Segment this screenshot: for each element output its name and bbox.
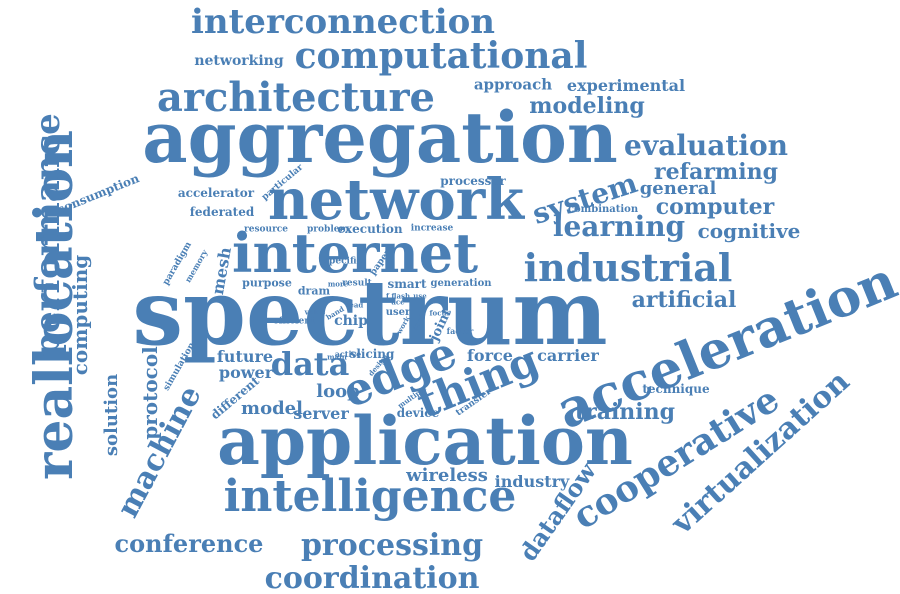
word-focus: focus <box>429 308 451 318</box>
word-wireless: wireless <box>406 465 488 486</box>
word-application: application <box>217 402 633 480</box>
word-learning: learning <box>552 210 686 243</box>
word-increase: increase <box>410 223 454 234</box>
word-use: use <box>413 291 427 301</box>
word-evaluation: evaluation <box>624 129 788 162</box>
word-aggregation: aggregation <box>142 96 618 179</box>
word-spectrum: spectrum <box>132 260 608 366</box>
word-combination: combination <box>567 204 639 215</box>
word-power: power <box>218 363 274 382</box>
word-execution: execution <box>337 222 403 236</box>
word-chip: chip <box>334 313 368 329</box>
word-force: force <box>467 346 513 365</box>
word-main: main <box>327 352 347 362</box>
word-result: result <box>342 278 372 289</box>
word-server: server <box>293 404 349 423</box>
word-networking: networking <box>194 53 284 69</box>
word-specific: specific <box>323 256 363 267</box>
word-experimental: experimental <box>566 76 686 95</box>
word-dram: dram <box>297 284 331 298</box>
word-processor: processor <box>440 174 506 188</box>
word-future: future <box>216 347 274 366</box>
word-generation: generation <box>430 278 492 289</box>
word-solution: solution <box>101 373 122 457</box>
word-cognitive: cognitive <box>697 219 801 243</box>
word-technique: technique <box>642 382 710 396</box>
word-user: user <box>385 307 411 318</box>
word-industry: industry <box>494 472 570 491</box>
word-industrial: industrial <box>523 245 733 290</box>
word-artificial: artificial <box>631 287 737 313</box>
word-purpose: purpose <box>242 276 292 290</box>
word-coordination: coordination <box>264 561 480 594</box>
word-resource: resource <box>243 224 289 235</box>
word-smart: smart <box>387 277 427 291</box>
word-efficient: efficient <box>273 316 315 327</box>
word-refarming: refarming <box>654 159 778 185</box>
word-modeling: modeling <box>529 93 645 119</box>
word-slicing: slicing <box>349 347 395 361</box>
word-lead: lead <box>346 300 364 310</box>
word-problem: problem <box>307 224 349 235</box>
word-more: more <box>327 279 349 289</box>
word-conference: conference <box>114 529 264 558</box>
word-architecture: architecture <box>157 74 435 121</box>
word-internet: internet <box>231 221 479 285</box>
word-ace: ace <box>391 297 405 307</box>
word-device: device <box>396 406 440 420</box>
word-network: network <box>267 167 525 233</box>
word-intelligence: intelligence <box>223 471 517 522</box>
word-federated: federated <box>189 205 255 219</box>
word-loop: loop <box>316 381 360 402</box>
word-computer: computer <box>655 194 775 220</box>
word-approach: approach <box>473 75 553 94</box>
word-interconnection: interconnection <box>190 2 496 42</box>
word-factor: factor <box>446 326 474 336</box>
word-performance: performance <box>28 113 68 357</box>
word-general: general <box>639 178 717 199</box>
word-value: value <box>304 307 326 317</box>
word-training: training <box>574 399 676 425</box>
word-computing: computing <box>68 254 92 376</box>
word-protocol: protocol <box>138 346 162 440</box>
word-processing: processing <box>300 528 484 563</box>
word-data: data <box>270 345 350 383</box>
word-active: active <box>334 349 362 359</box>
word-accelerator: accelerator <box>177 186 255 200</box>
word-computational: computational <box>294 35 588 77</box>
word-model: model <box>241 398 303 419</box>
word-flash: f flash <box>385 291 411 301</box>
word-carrier: carrier <box>537 346 599 365</box>
